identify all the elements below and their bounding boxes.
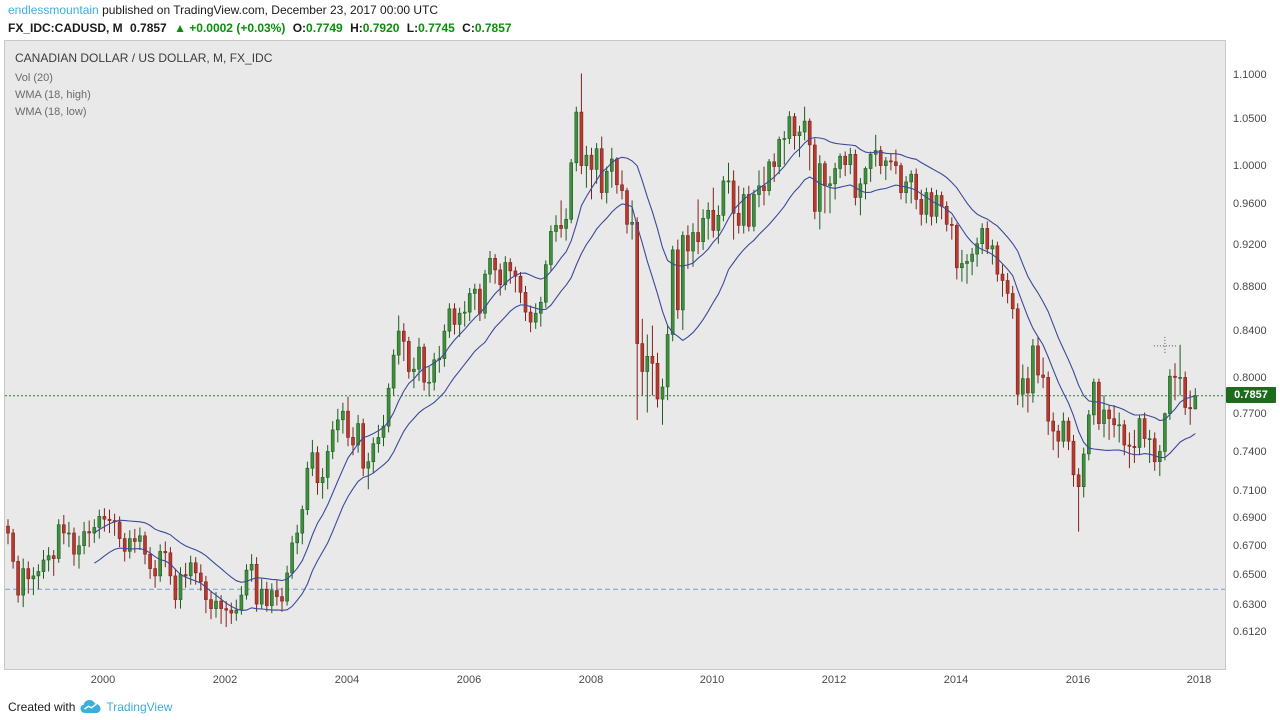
legend-indicator-wma-low: WMA (18, low) [15, 106, 87, 118]
time-axis-label: 2000 [90, 674, 116, 686]
symbol-bar: FX_IDC:CADUSD, M 0.7857 ▲ +0.0002 (+0.03… [8, 21, 516, 36]
time-axis-label: 2016 [1065, 674, 1091, 686]
tradingview-link[interactable]: TradingView [106, 699, 173, 714]
price-axis-label: 1.0000 [1233, 160, 1267, 172]
low-label: L: [406, 21, 419, 35]
price-axis-label: 1.0500 [1233, 113, 1267, 125]
legend-indicator-vol: Vol (20) [15, 72, 53, 84]
price-axis[interactable]: 0.7857 1.1000 1.0500 1.0000 0.9600 0.9200 0.8… [1226, 40, 1280, 670]
price-axis-label: 0.6500 [1233, 569, 1267, 581]
price-axis-label: 0.9600 [1233, 198, 1267, 210]
price-axis-label: 0.6900 [1233, 512, 1267, 524]
price-change: ▲ +0.0002 (+0.03%) [174, 21, 286, 35]
chart-canvas[interactable] [5, 41, 1225, 669]
price-axis-label: 0.8400 [1233, 325, 1267, 337]
price-axis-label: 0.6300 [1233, 599, 1267, 611]
last-price-tag: 0.7857 [1226, 387, 1276, 403]
chart-legend: CANADIAN DOLLAR / US DOLLAR, M, FX_IDC V… [15, 51, 272, 121]
close-label: C: [462, 21, 475, 35]
high-label: H: [350, 21, 363, 35]
created-with-text: Created with [8, 699, 76, 714]
high-value: 0.7920 [362, 21, 400, 35]
chart-area[interactable]: CANADIAN DOLLAR / US DOLLAR, M, FX_IDC V… [4, 40, 1226, 670]
price-axis-label: 0.7400 [1233, 446, 1267, 458]
price-axis-label: 1.1000 [1233, 69, 1267, 81]
price-axis-label: 0.8800 [1233, 281, 1267, 293]
time-axis-label: 2006 [456, 674, 482, 686]
price-axis-label: 0.6120 [1233, 626, 1267, 638]
price-axis-label: 0.9200 [1233, 239, 1267, 251]
tradingview-logo-icon [80, 700, 101, 713]
time-axis-label: 2018 [1186, 674, 1212, 686]
legend-indicator-wma-high: WMA (18, high) [15, 89, 91, 101]
symbol-name: FX_IDC:CADUSD, M [8, 21, 123, 35]
time-axis-label: 2004 [334, 674, 360, 686]
username-link[interactable]: endlessmountain [8, 3, 99, 17]
publish-bar: endlessmountain published on TradingView… [8, 3, 438, 18]
publish-info: published on TradingView.com, December 2… [102, 3, 439, 17]
legend-symbol-title: CANADIAN DOLLAR / US DOLLAR, M, FX_IDC [15, 51, 273, 65]
time-axis-label: 2010 [699, 674, 725, 686]
price-axis-label: 0.7100 [1233, 485, 1267, 497]
last-price: 0.7857 [130, 21, 167, 35]
time-axis-label: 2012 [821, 674, 847, 686]
time-axis-label: 2002 [212, 674, 238, 686]
close-value: 0.7857 [474, 21, 512, 35]
footer: Created with TradingView [8, 699, 172, 714]
price-axis-label: 0.6700 [1233, 540, 1267, 552]
open-label: O: [292, 21, 307, 35]
time-axis-label: 2014 [943, 674, 969, 686]
price-axis-label: 0.7700 [1233, 408, 1267, 420]
open-value: 0.7749 [306, 21, 343, 35]
low-value: 0.7745 [418, 21, 455, 35]
price-axis-label: 0.8000 [1233, 372, 1267, 384]
time-axis-label: 2008 [578, 674, 604, 686]
time-axis[interactable]: 2000 2002 2004 2006 2008 2010 2012 2014 2016 2018 [4, 669, 1224, 691]
